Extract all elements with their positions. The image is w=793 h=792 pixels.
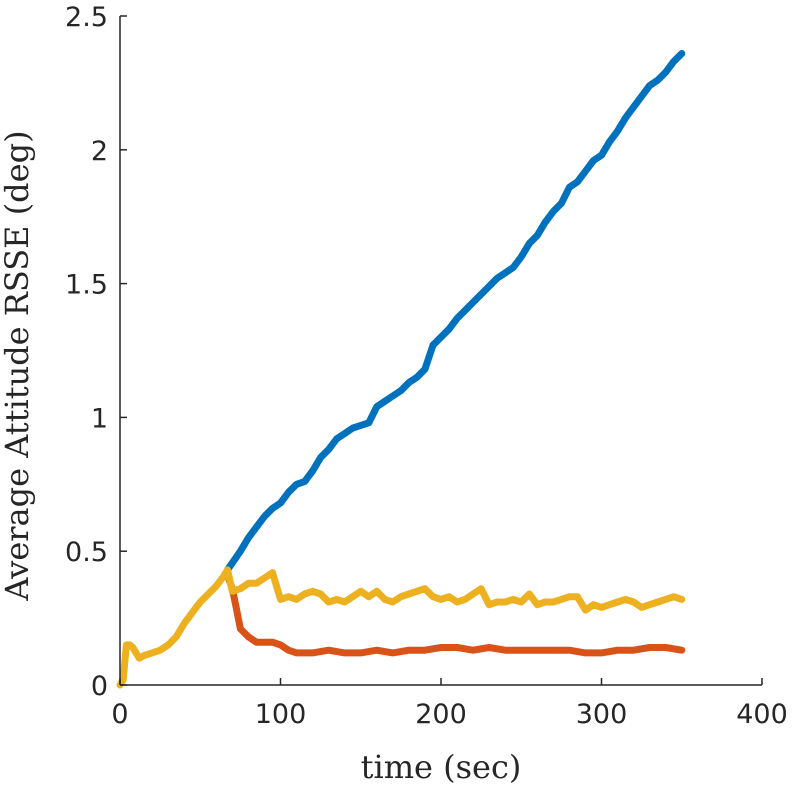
y-tick-label: 2 bbox=[91, 136, 108, 167]
y-tick-label: 0 bbox=[91, 671, 108, 702]
x-tick-label: 300 bbox=[576, 699, 628, 730]
y-tick-label: 1.5 bbox=[65, 270, 108, 301]
x-tick-label: 0 bbox=[111, 699, 128, 730]
series-layer bbox=[116, 50, 686, 689]
y-tick-label: 1 bbox=[91, 403, 108, 434]
y-ticks: 0 0.5 1 1.5 2 2.5 bbox=[65, 2, 127, 702]
y-tick-label: 2.5 bbox=[65, 2, 108, 33]
x-axis-label: time (sec) bbox=[361, 748, 522, 786]
x-tick-label: 200 bbox=[415, 699, 467, 730]
x-ticks: 0 100 200 300 400 bbox=[111, 678, 788, 730]
y-tick-label: 0.5 bbox=[65, 537, 108, 568]
series-line-1 bbox=[224, 50, 686, 574]
x-tick-label: 100 bbox=[255, 699, 307, 730]
series-line-3 bbox=[116, 566, 686, 689]
series-line-2 bbox=[224, 571, 686, 657]
y-axis-label: Average Attitude RSSE (deg) bbox=[0, 130, 36, 601]
x-tick-label: 400 bbox=[736, 699, 788, 730]
